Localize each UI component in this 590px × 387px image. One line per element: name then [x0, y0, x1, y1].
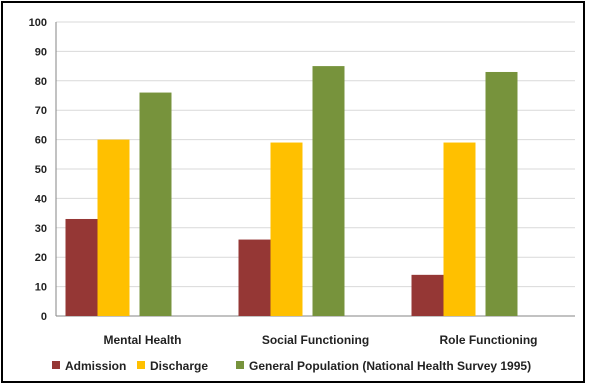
y-tick-label: 50 — [35, 164, 47, 176]
y-tick-label: 20 — [35, 252, 47, 264]
y-tick-label: 80 — [35, 76, 47, 88]
bar-discharge — [443, 142, 476, 316]
bar-discharge — [270, 142, 303, 316]
x-tick-label: Social Functioning — [262, 333, 369, 347]
legend-swatch — [236, 361, 244, 369]
y-tick-label: 100 — [29, 17, 47, 29]
y-tick-label: 30 — [35, 223, 47, 235]
bar-discharge — [97, 139, 130, 316]
y-tick-label: 60 — [35, 135, 47, 147]
y-tick-label: 0 — [41, 311, 47, 323]
bar-admission — [411, 274, 444, 316]
legend-label: Discharge — [150, 359, 208, 373]
y-tick-label: 40 — [35, 193, 47, 205]
x-tick-label: Mental Health — [103, 333, 181, 347]
y-tick-label: 10 — [35, 282, 47, 294]
legend-label: Admission — [65, 359, 126, 373]
bar-general — [485, 71, 518, 316]
legend-swatch — [137, 361, 145, 369]
legend-label: General Population (National Health Surv… — [249, 359, 531, 373]
bar-admission — [65, 218, 98, 316]
x-tick-label: Role Functioning — [440, 333, 538, 347]
y-tick-label: 70 — [35, 105, 47, 117]
legend-swatch — [52, 361, 60, 369]
bar-admission — [238, 239, 271, 316]
y-tick-label: 90 — [35, 46, 47, 58]
bar-general — [312, 66, 345, 316]
bar-general — [139, 92, 172, 316]
